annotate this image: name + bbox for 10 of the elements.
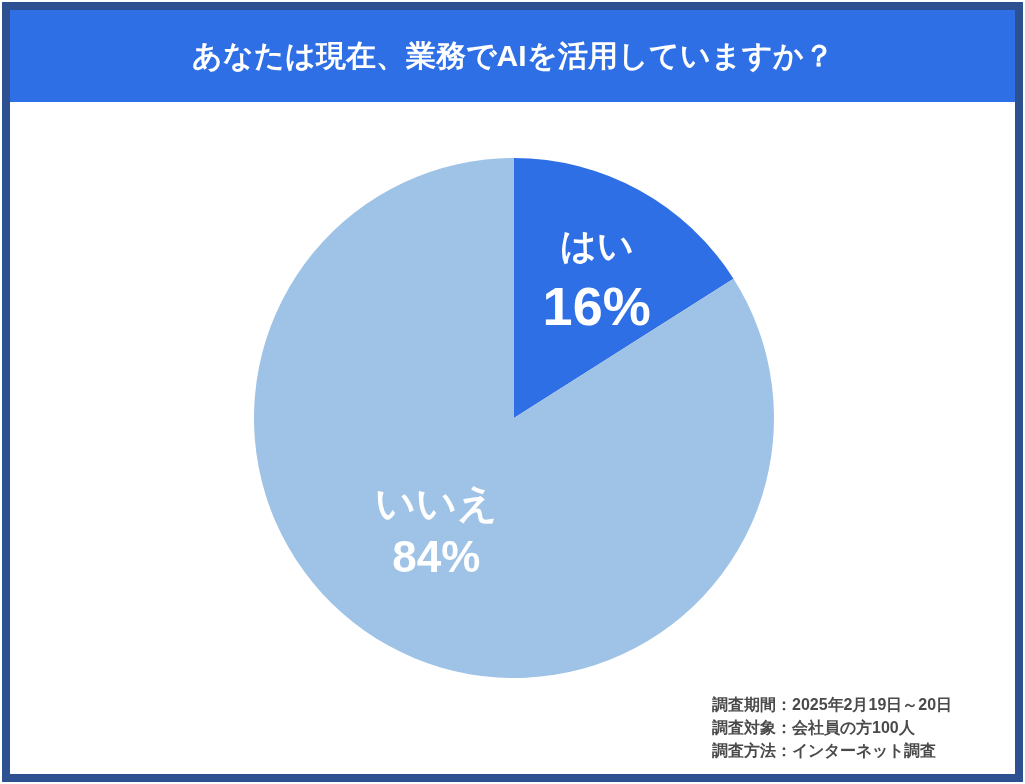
data-label: 16% <box>542 276 651 337</box>
pie-slice <box>254 158 774 678</box>
text: 調査対象：会社員の方100人 <box>712 718 916 736</box>
chart-title: あなたは現在、業務でAIを活用していますか？ <box>191 39 834 73</box>
pie-slice <box>514 158 734 418</box>
text: 調査方法：インターネット調査 <box>712 741 936 759</box>
slice-label: はい <box>559 224 634 266</box>
text: 調査期間：2025年2月19日～20日 <box>712 696 953 713</box>
slice-label: いいえ <box>374 481 498 526</box>
data-label: 84% <box>392 532 481 582</box>
